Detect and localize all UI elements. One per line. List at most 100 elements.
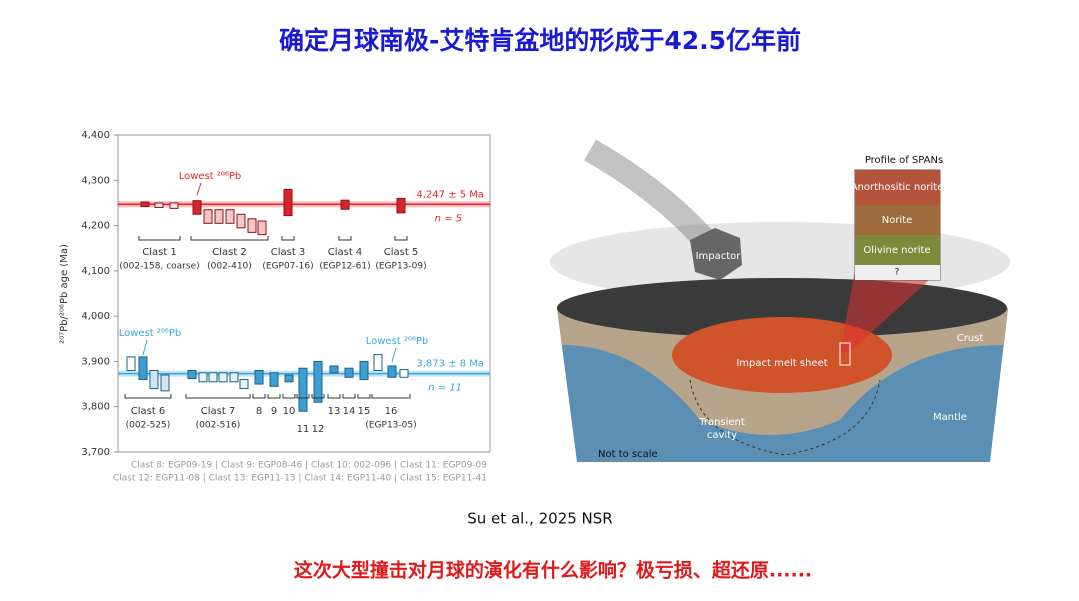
y-tick-label: 4,400	[81, 130, 110, 141]
mean-label: 4,247 ± 5 Ma	[416, 189, 484, 200]
y-tick-label: 4,100	[81, 266, 110, 277]
age-box	[225, 209, 235, 224]
y-tick-label: 4,000	[81, 311, 110, 322]
annotation: Lowest ²⁰⁶Pb	[366, 336, 429, 347]
age-box	[344, 367, 354, 378]
clast-sample: (002-410)	[207, 262, 252, 272]
age-box	[359, 360, 369, 381]
clast-sample: (002-158, coarse)	[119, 262, 199, 272]
clast-label: Clast 2	[212, 247, 247, 258]
clast-label: 12	[312, 424, 325, 435]
clast-sample: (EGP13-09)	[375, 262, 426, 272]
y-tick-label: 3,900	[81, 356, 110, 367]
clast-bracket	[267, 394, 281, 399]
clast-label: 14	[343, 406, 356, 417]
clast-bracket	[281, 236, 295, 241]
clast-sample: (EGP13-05)	[365, 421, 416, 431]
clast-sample: (002-516)	[196, 421, 241, 431]
melt-sheet	[672, 317, 892, 393]
y-tick-label: 4,200	[81, 221, 110, 232]
age-box	[160, 374, 170, 392]
age-box	[269, 372, 279, 387]
age-box	[203, 209, 213, 224]
layer-top	[855, 170, 940, 205]
clast-label: Clast 7	[201, 406, 236, 417]
cavity-outline	[689, 379, 881, 456]
age-box	[298, 367, 308, 412]
annotation: Lowest ²⁰⁶Pb	[119, 328, 182, 339]
cavity-label: Transient	[698, 417, 745, 428]
age-box	[396, 197, 406, 214]
n-label: n = 5	[435, 213, 462, 224]
clast-label: Clast 3	[271, 247, 306, 258]
citation: Su et al., 2025 NSR	[467, 510, 612, 528]
y-tick-label: 4,300	[81, 175, 110, 186]
clast-label: Clast 6	[131, 406, 166, 417]
melt-label: Impact melt sheet	[736, 358, 827, 369]
age-box	[229, 372, 239, 383]
age-box	[254, 369, 264, 385]
age-box	[140, 201, 150, 208]
layer-low	[855, 235, 940, 265]
clast-bracket	[311, 394, 325, 399]
age-box	[198, 372, 208, 383]
mean-label: 3,873 ± 8 Ma	[416, 359, 484, 370]
age-box	[187, 369, 197, 380]
clast-label: 11	[297, 424, 310, 435]
impactor-label: Impactor	[696, 251, 742, 262]
age-box	[247, 218, 257, 233]
clast-label: Clast 4	[328, 247, 363, 258]
clast-sample: (EGP12-61)	[319, 262, 370, 272]
age-box	[208, 372, 218, 383]
clast-label: 13	[328, 406, 341, 417]
age-box	[236, 213, 246, 229]
clast-sample: (002-525)	[126, 421, 171, 431]
clast-bracket	[190, 236, 269, 241]
sample-box	[839, 342, 851, 366]
clast-label: 15	[358, 406, 371, 417]
age-box	[218, 372, 228, 383]
layer-label: Norite	[882, 215, 913, 226]
clast-bracket	[252, 394, 266, 399]
clast-label: Clast 5	[384, 247, 419, 258]
question: 这次大型撞击对月球的演化有什么影响？极亏损、超还原......	[294, 559, 812, 582]
age-box	[340, 199, 350, 210]
layer-mid	[855, 205, 940, 235]
age-box	[126, 356, 136, 371]
age-box	[154, 202, 164, 208]
clast-bracket	[327, 394, 341, 399]
clast-bracket	[357, 394, 371, 399]
layer-unknown	[855, 265, 940, 280]
age-box	[313, 360, 323, 403]
age-box	[329, 365, 339, 374]
layer-label: ?	[895, 268, 900, 278]
clast-label: 9	[271, 406, 277, 417]
annotation-arrow	[391, 347, 397, 363]
clast-label: 8	[256, 406, 262, 417]
age-box	[284, 374, 294, 383]
annotation-arrow	[196, 182, 202, 196]
n-label: n = 11	[428, 383, 462, 394]
age-box	[283, 188, 293, 217]
clast-bracket	[338, 236, 352, 241]
clast-bracket	[394, 236, 408, 241]
impactor	[690, 228, 742, 280]
impactor-trail	[584, 139, 714, 249]
y-axis-label: ²⁰⁷Pb/²⁰⁶Pb age (Ma)	[59, 244, 70, 344]
y-tick-label: 3,800	[81, 402, 110, 413]
illustration: Profile of SPANs Anorthositic norite Nor…	[550, 139, 1010, 462]
footnote: Clast 8: EGP09-19 | Clast 9: EGP08-46 | …	[131, 461, 487, 471]
age-box	[192, 200, 202, 215]
annotation-arrow	[142, 339, 148, 356]
age-box	[214, 209, 224, 224]
layer-label: Olivine norite	[863, 245, 930, 256]
cavity-label: cavity	[707, 430, 737, 441]
profile-title: Profile of SPANs	[865, 155, 943, 166]
clast-bracket	[371, 394, 411, 399]
y-tick-label: 3,700	[81, 447, 110, 458]
age-box	[373, 354, 383, 371]
clast-label: 10	[283, 406, 296, 417]
age-box	[399, 369, 409, 378]
clast-label: Clast 1	[142, 247, 177, 258]
